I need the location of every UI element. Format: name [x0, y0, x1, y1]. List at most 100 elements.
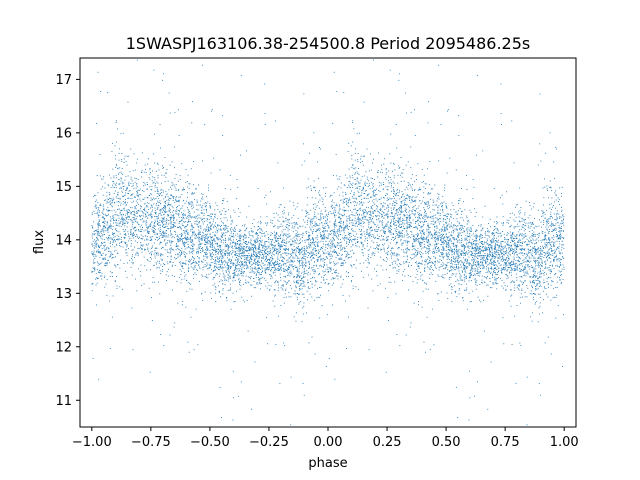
data-point	[424, 204, 426, 206]
data-point	[418, 301, 419, 302]
data-point	[409, 326, 411, 328]
data-point	[435, 280, 437, 282]
data-point	[268, 237, 269, 238]
data-point	[301, 262, 303, 264]
data-point	[437, 206, 438, 208]
data-point	[276, 233, 278, 235]
data-point	[178, 245, 180, 247]
data-point	[283, 239, 285, 241]
data-point	[219, 258, 220, 259]
data-point	[153, 231, 155, 233]
data-point	[428, 204, 430, 206]
data-point	[187, 268, 189, 269]
data-point	[493, 241, 495, 243]
data-point	[223, 200, 224, 202]
data-point	[397, 253, 399, 255]
data-point	[166, 271, 168, 273]
data-point	[209, 227, 211, 229]
data-point	[363, 262, 365, 264]
data-point	[287, 219, 289, 221]
data-point	[169, 164, 171, 166]
data-point	[185, 235, 186, 237]
data-point	[351, 229, 352, 231]
data-point	[112, 168, 114, 170]
data-point	[257, 188, 259, 189]
data-point	[396, 147, 398, 149]
data-point	[470, 269, 472, 271]
data-point	[135, 196, 136, 198]
data-point	[133, 234, 134, 236]
data-point	[253, 252, 254, 254]
data-point	[253, 281, 255, 282]
data-point	[146, 239, 147, 241]
data-point	[269, 263, 270, 264]
data-point	[238, 264, 240, 266]
data-point	[441, 249, 443, 251]
data-point	[221, 237, 223, 238]
data-point	[295, 267, 296, 268]
data-point	[443, 201, 445, 203]
data-point	[401, 244, 403, 246]
data-point	[497, 257, 499, 259]
data-point	[133, 200, 134, 202]
data-point	[101, 262, 103, 264]
data-point	[288, 212, 290, 214]
data-point	[323, 253, 325, 255]
data-point	[210, 238, 212, 240]
data-point	[135, 200, 137, 202]
data-point	[475, 211, 477, 213]
data-point	[261, 265, 262, 267]
data-point	[376, 210, 378, 212]
data-point	[219, 169, 221, 171]
data-point	[161, 217, 163, 219]
data-point	[125, 252, 127, 254]
data-point	[227, 245, 229, 246]
data-point	[553, 244, 554, 245]
data-point	[268, 253, 270, 254]
data-point	[130, 232, 132, 233]
data-point	[352, 244, 354, 246]
data-point	[177, 210, 179, 211]
data-point	[471, 246, 473, 248]
data-point	[555, 223, 557, 225]
data-point	[301, 288, 303, 290]
data-point	[452, 229, 454, 231]
data-point	[136, 191, 138, 193]
data-point	[400, 201, 402, 203]
data-point	[189, 282, 191, 284]
data-point	[428, 239, 429, 241]
data-point	[101, 255, 103, 256]
data-point	[492, 257, 494, 259]
data-point	[426, 221, 427, 222]
data-point	[429, 232, 431, 233]
data-point	[537, 283, 539, 285]
data-point	[222, 262, 223, 264]
data-point	[536, 234, 538, 235]
data-point	[332, 246, 334, 248]
data-point	[105, 258, 107, 260]
data-point	[469, 272, 471, 274]
data-point	[120, 202, 122, 204]
data-point	[377, 219, 379, 221]
data-point	[438, 248, 440, 250]
data-point	[176, 246, 178, 247]
data-point	[284, 235, 286, 237]
data-point	[219, 244, 220, 246]
data-point	[451, 300, 453, 302]
data-point	[113, 181, 114, 182]
data-point	[177, 247, 179, 249]
data-point	[381, 223, 383, 225]
data-point	[115, 219, 117, 221]
data-point	[183, 262, 184, 264]
data-point	[92, 233, 93, 235]
data-point	[506, 191, 508, 193]
data-point	[158, 193, 160, 195]
data-point	[217, 257, 218, 259]
data-point	[182, 237, 184, 239]
data-point	[356, 210, 358, 211]
data-point	[400, 174, 401, 176]
data-point	[488, 247, 490, 248]
data-point	[515, 244, 517, 246]
data-point	[235, 244, 237, 246]
data-point	[520, 233, 522, 235]
